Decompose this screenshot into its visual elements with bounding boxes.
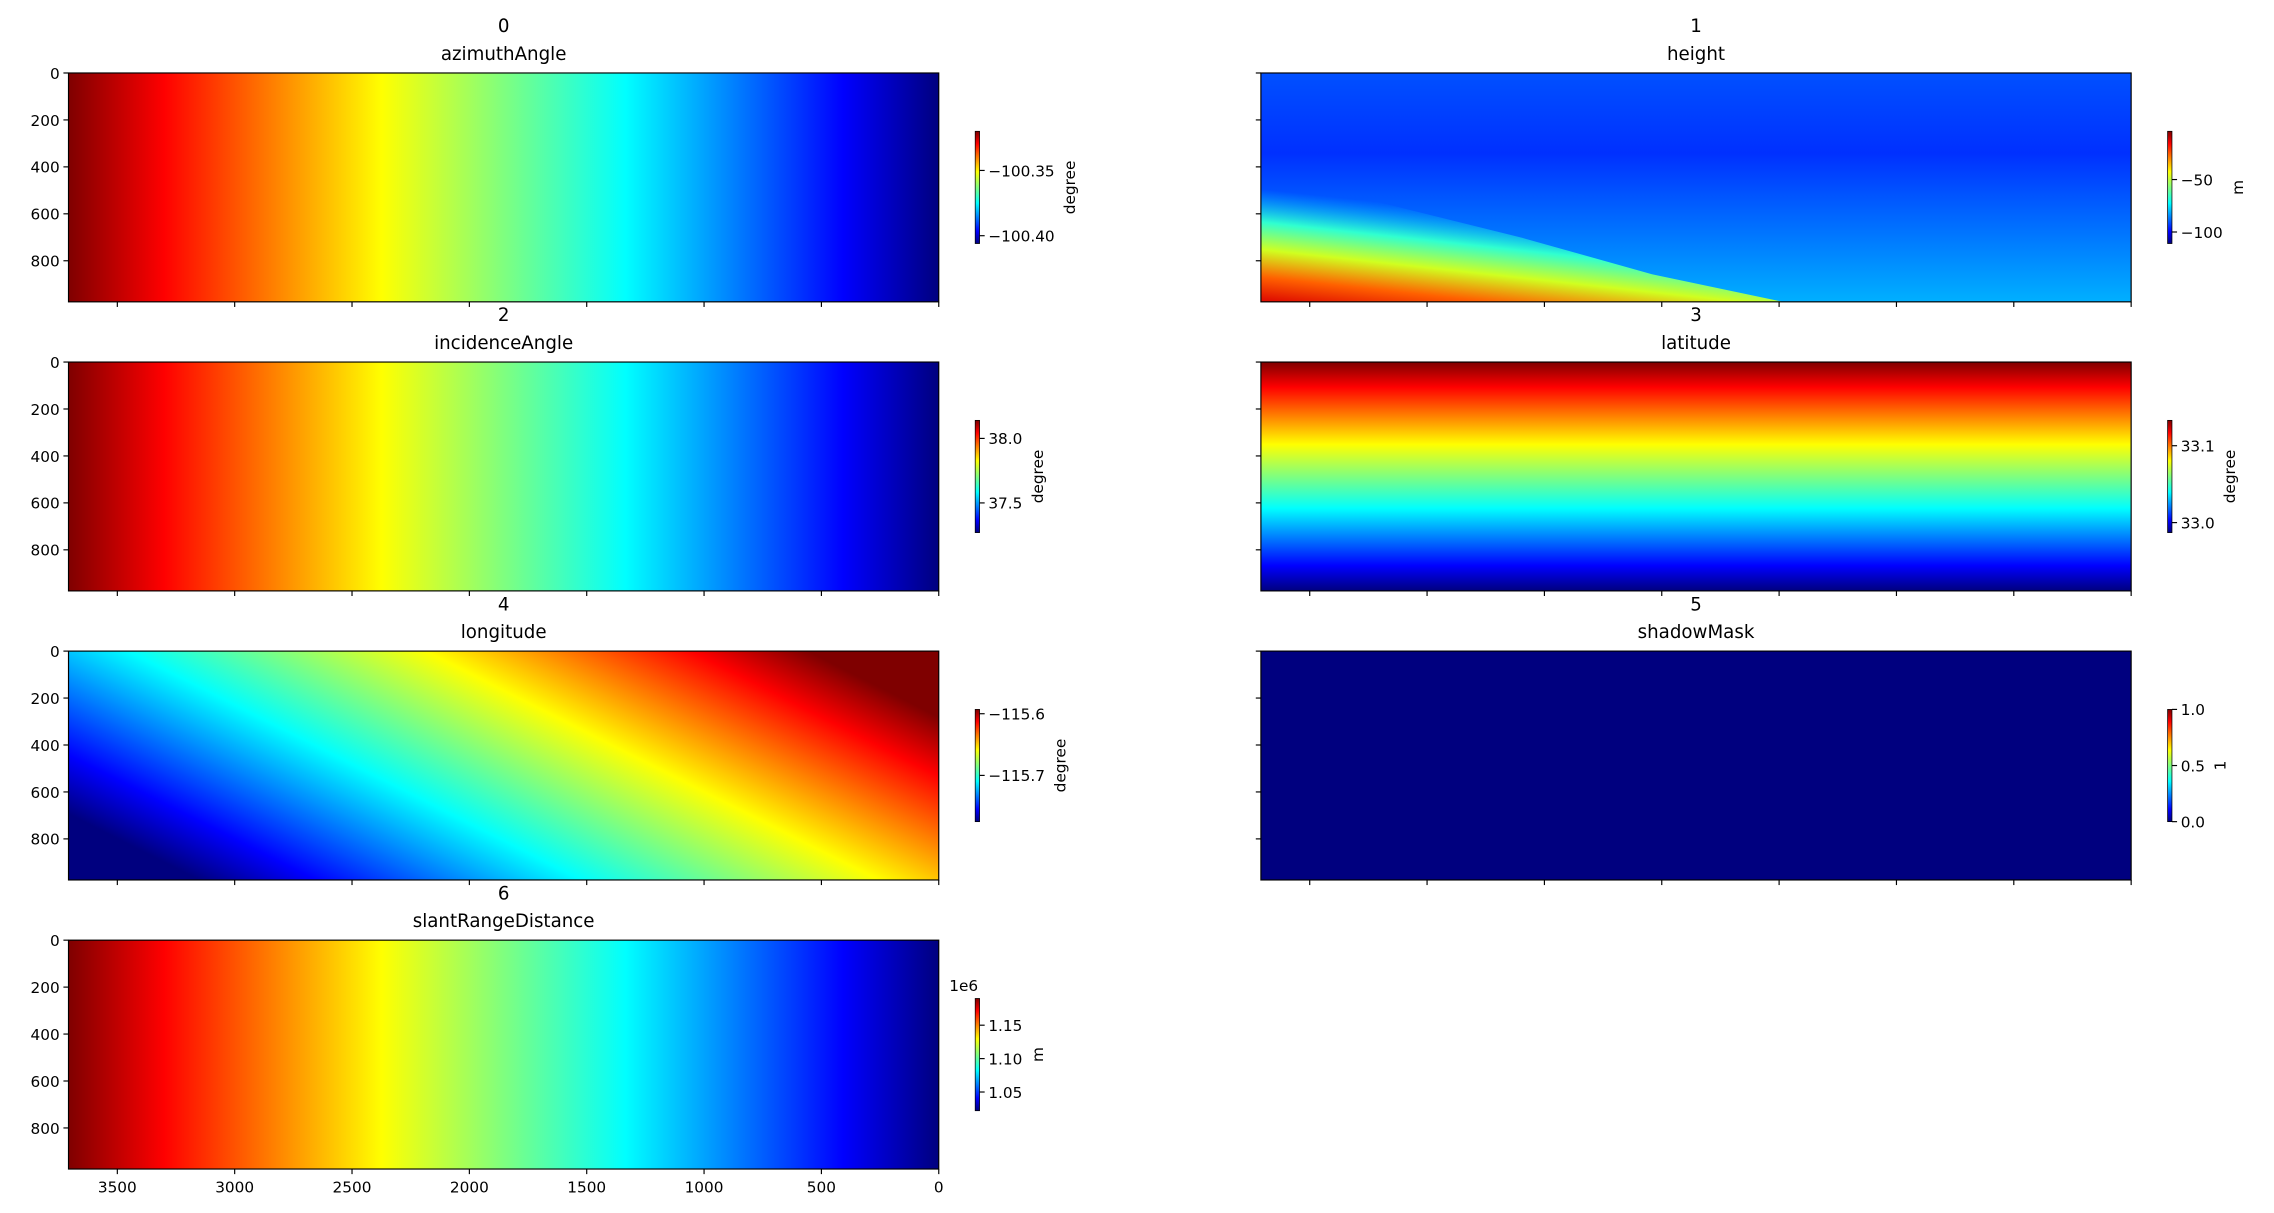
colorbar-tick-label: 1.0 <box>2181 701 2205 719</box>
panel: 6 slantRangeDistance 0 200 400 600 800 3500 3000… <box>31 883 1047 1196</box>
colorbar <box>2167 419 2173 533</box>
y-tick-label: 600 <box>31 784 60 802</box>
colorbar-label: m <box>1029 1047 1047 1062</box>
heatmap <box>68 72 939 302</box>
x-tick-label: 3500 <box>98 1178 137 1196</box>
x-tick-label: 2000 <box>450 1178 489 1196</box>
y-tick-label: 0 <box>50 65 60 83</box>
colorbar-tick-label: 1.15 <box>988 1017 1022 1035</box>
colorbar-label: 1 <box>2211 761 2229 771</box>
panel: 0 azimuthAngle 0 200 400 600 800 −100.35 −100.40… <box>31 16 1079 307</box>
axes-frame <box>67 361 940 592</box>
colorbar-label: degree <box>2221 450 2239 504</box>
colorbar <box>2167 130 2173 244</box>
colorbar-tick-label: −115.7 <box>988 767 1045 785</box>
y-tick-label: 600 <box>31 206 60 224</box>
axes-frame <box>1260 650 2132 881</box>
x-tick-label: 1000 <box>685 1178 724 1196</box>
y-tick-label: 0 <box>50 354 60 372</box>
y-tick-label: 400 <box>31 448 60 466</box>
panel-title: 3 <box>1690 305 1702 326</box>
colorbar-tick-label: 33.0 <box>2181 514 2215 532</box>
heatmap <box>1260 362 2132 591</box>
x-tick-label: 500 <box>807 1178 836 1196</box>
colorbar-tick-label: −115.6 <box>988 706 1045 724</box>
panel-title: 4 <box>498 594 510 615</box>
colorbar-tick-label: 38.0 <box>988 430 1022 448</box>
x-tick-label: 1500 <box>567 1178 606 1196</box>
colorbar-tick-label: 0.0 <box>2181 813 2205 831</box>
colorbar-label: degree <box>1061 161 1079 215</box>
colorbar <box>2167 709 2173 823</box>
axes-frame <box>1260 72 2132 303</box>
panel-title: 1 <box>1690 16 1702 37</box>
colorbar-tick-label: 37.5 <box>988 495 1022 513</box>
y-tick-label: 400 <box>31 1026 60 1044</box>
panel-title: 0 <box>498 16 510 37</box>
colorbar-tick-label: 0.5 <box>2181 757 2205 775</box>
heatmap <box>68 940 939 1170</box>
colorbar-tick-label: −100.35 <box>988 162 1054 180</box>
y-tick-label: 200 <box>31 112 60 130</box>
y-tick-label: 0 <box>50 643 60 661</box>
colorbar <box>974 130 980 244</box>
panel-title: 6 <box>498 883 510 904</box>
colorbar <box>974 998 980 1112</box>
y-tick-label: 400 <box>31 159 60 177</box>
panel-title: 2 <box>498 305 510 326</box>
colorbar-tick-label: 33.1 <box>2181 438 2215 456</box>
y-tick-label: 800 <box>31 1120 60 1138</box>
colorbar-tick-label: 1.05 <box>988 1084 1022 1102</box>
panel-subtitle: azimuthAngle <box>441 44 567 65</box>
heatmap <box>68 362 939 591</box>
panel: 3 latitude 33.1 33.0 degree <box>1255 305 2239 597</box>
panel-subtitle: shadowMask <box>1638 622 1755 643</box>
panel-subtitle: slantRangeDistance <box>413 911 595 932</box>
colorbar-label: degree <box>1029 450 1047 504</box>
y-tick-label: 200 <box>31 979 60 997</box>
panel: 4 longitude 0 200 400 600 800 −115.6 −115.7 degre… <box>31 594 1069 886</box>
panel: 1 height −50 −100 m <box>1255 16 2247 307</box>
panel: 5 shadowMask 1.0 0.5 0.0 1 <box>1255 594 2229 886</box>
x-tick-label: 2500 <box>333 1178 372 1196</box>
axes-frame <box>67 939 940 1170</box>
panel-subtitle: latitude <box>1661 333 1731 354</box>
heatmap-region <box>1260 169 1784 302</box>
panel-subtitle: longitude <box>461 622 547 643</box>
colorbar-offset: 1e6 <box>949 977 978 995</box>
axes-frame <box>67 72 940 303</box>
y-tick-label: 0 <box>50 932 60 950</box>
panel-subtitle: height <box>1667 44 1725 65</box>
heatmap <box>68 651 939 880</box>
colorbar <box>974 709 980 823</box>
y-tick-label: 800 <box>31 542 60 560</box>
panel: 2 incidenceAngle 0 200 400 600 800 38.0 37.5 degr… <box>31 305 1047 597</box>
y-tick-label: 600 <box>31 1073 60 1091</box>
axes-frame <box>1260 361 2132 592</box>
y-tick-label: 200 <box>31 401 60 419</box>
axes-frame <box>67 650 940 881</box>
panel-title: 5 <box>1690 594 1702 615</box>
colorbar-tick-label: −100 <box>2181 224 2223 242</box>
y-tick-label: 200 <box>31 690 60 708</box>
y-tick-label: 600 <box>31 495 60 513</box>
colorbar-tick-label: 1.10 <box>988 1050 1022 1068</box>
colorbar-label: m <box>2229 180 2247 195</box>
colorbar <box>974 419 980 533</box>
y-tick-label: 800 <box>31 253 60 271</box>
heatmap <box>1260 651 2132 880</box>
x-tick-label: 0 <box>934 1178 944 1196</box>
panel-subtitle: incidenceAngle <box>434 333 573 354</box>
x-tick-label: 3000 <box>215 1178 254 1196</box>
y-tick-label: 800 <box>31 831 60 849</box>
colorbar-label: degree <box>1051 739 1069 793</box>
colorbar-tick-label: −50 <box>2181 171 2213 189</box>
y-tick-label: 400 <box>31 737 60 755</box>
colorbar-tick-label: −100.40 <box>988 228 1054 246</box>
